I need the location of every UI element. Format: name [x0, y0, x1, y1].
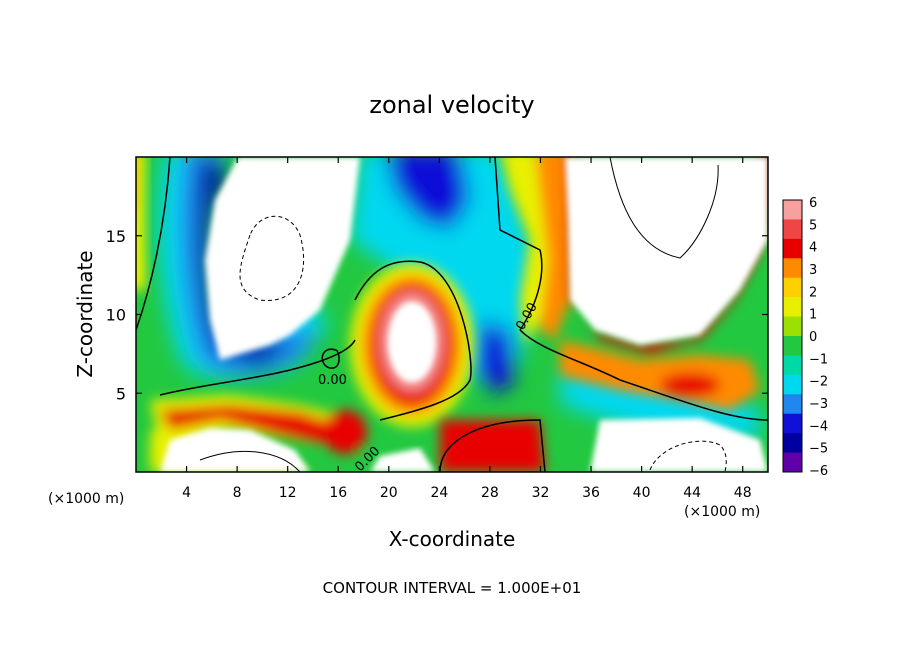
x-tick-label: 32	[532, 485, 550, 501]
x-tick-label: 36	[582, 485, 600, 501]
colorbar-swatch	[783, 219, 802, 240]
colorbar-swatch	[783, 413, 802, 434]
x-tick-labels: 4 8 12 16 20 24 28 32 36 40 44 48	[182, 485, 752, 501]
colorbar-label: 2	[809, 285, 817, 300]
x-tick-label: 16	[329, 485, 347, 501]
colorbar-label: 3	[809, 263, 817, 278]
colorbar-swatch	[783, 258, 802, 279]
contour-lines-dashed	[239, 215, 727, 472]
y-tick-label: 5	[116, 384, 126, 403]
contour-interval-note: CONTOUR INTERVAL = 1.000E+01	[323, 579, 582, 597]
colorbar-swatch	[783, 200, 802, 220]
colorbar-label: −3	[809, 397, 828, 412]
y-tick-label: 15	[106, 227, 126, 246]
field-right-transition	[501, 157, 768, 355]
colorbar-swatch	[783, 374, 802, 395]
colorbar-swatch	[783, 277, 802, 298]
colorbar-swatch	[783, 316, 802, 337]
colorbar-labels: 6 5 4 3 2 1 0 −1 −2 −3 −4 −5 −6	[809, 196, 828, 479]
x-tick-label: 44	[683, 485, 701, 501]
colorbar-swatch	[783, 297, 802, 318]
x-tick-label: 40	[633, 485, 651, 501]
x-unit-right: (×1000 m)	[684, 504, 760, 520]
colorbar-label: 5	[809, 218, 817, 233]
x-tick-label: 20	[380, 485, 398, 501]
x-axis-label: X-coordinate	[389, 527, 516, 551]
colorbar-swatch	[783, 394, 802, 415]
colorbar-label: −2	[809, 375, 828, 390]
contour-label: 0.00	[318, 373, 347, 388]
colorbar-label: −4	[809, 419, 828, 434]
field-left-warm	[136, 157, 146, 290]
colorbar-label: 0	[809, 330, 817, 345]
y-axis-label: Z-coordinate	[73, 250, 97, 377]
y-tick-label: 10	[106, 306, 126, 325]
colorbar-label: 4	[809, 241, 817, 256]
x-unit-left: (×1000 m)	[48, 491, 124, 507]
chart-title: zonal velocity	[369, 91, 534, 119]
y-tick-labels: 5 10 15	[106, 227, 126, 404]
x-tick-label: 28	[481, 485, 499, 501]
colorbar-swatch	[783, 355, 802, 376]
colorbar-label: 1	[809, 308, 817, 323]
colorbar-swatch	[783, 433, 802, 454]
colorbar-frame	[782, 199, 803, 473]
x-tick-label: 24	[430, 485, 448, 501]
colorbar-label: −5	[809, 442, 828, 457]
colorbar-swatch	[783, 336, 802, 356]
plot-area	[136, 157, 768, 472]
field-white-regions	[160, 157, 768, 472]
colorbar	[782, 199, 803, 473]
axis-ticks	[136, 157, 768, 472]
colorbar-label: −1	[809, 352, 828, 367]
x-tick-label: 12	[279, 485, 297, 501]
colorbar-swatch	[783, 452, 802, 473]
x-tick-label: 8	[233, 485, 242, 501]
colorbar-label: −6	[809, 464, 828, 479]
colorbar-label: 6	[809, 196, 817, 211]
colorbar-swatch	[783, 238, 802, 259]
field-mid-warm-right	[560, 340, 760, 410]
contour-lines-thin	[199, 157, 719, 472]
x-tick-label: 4	[182, 485, 191, 501]
x-tick-label: 48	[734, 485, 752, 501]
